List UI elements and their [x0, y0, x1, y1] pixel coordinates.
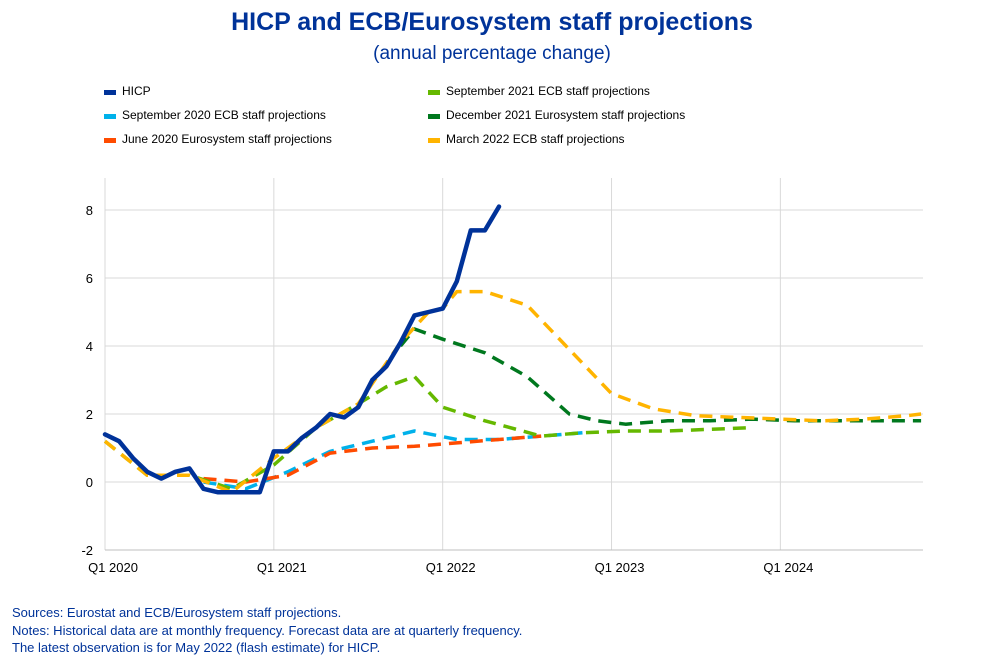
sources-note: Sources: Eurostat and ECB/Eurosystem sta… [12, 605, 342, 620]
legend-label: September 2020 ECB staff projections [122, 108, 326, 122]
legend-label: September 2021 ECB staff projections [446, 84, 650, 98]
x-tick-label: Q1 2024 [763, 560, 813, 575]
series-line-december-2021-eurosystem-staff-projections [399, 327, 922, 426]
legend-item-jun2020: June 2020 Eurosystem staff projections [104, 132, 332, 146]
footnotes: Sources: Eurostat and ECB/Eurosystem sta… [12, 604, 522, 657]
y-tick-label: 4 [86, 339, 93, 354]
series-line-hicp [102, 204, 502, 495]
legend-swatch [104, 138, 116, 143]
line-chart: -2 0 2 4 6 8 Q1 2020 Q1 2021 Q1 2022 Q1 2023 Q1 20… [81, 178, 923, 575]
chart-subtitle: (annual percentage change) [373, 43, 611, 64]
x-tick-label: Q1 2022 [426, 560, 476, 575]
y-tick-label: 6 [86, 271, 93, 286]
chart-title: HICP and ECB/Eurosystem staff projection… [231, 8, 753, 36]
series-line-june-2020-eurosystem-staff-projections [203, 434, 542, 484]
legend-swatch [428, 114, 440, 119]
y-tick-label: 2 [86, 407, 93, 422]
latest-observation-note: The latest observation is for May 2022 (… [12, 640, 381, 655]
legend-swatch [104, 90, 116, 95]
legend-swatch [428, 138, 440, 143]
legend-label: March 2022 ECB staff projections [446, 132, 625, 146]
legend-label: HICP [122, 84, 151, 98]
legend-item-dec2021: December 2021 Eurosystem staff projectio… [428, 108, 685, 122]
x-tick-label: Q1 2021 [257, 560, 307, 575]
legend-item-hicp: HICP [104, 84, 151, 98]
legend-swatch [428, 90, 440, 95]
legend: HICP September 2020 ECB staff projection… [104, 84, 824, 159]
series-line-march-2022-ecb-staff-projections [103, 289, 922, 494]
x-tick-label: Q1 2020 [88, 560, 138, 575]
series-line-september-2021-ecb-staff-projections [103, 374, 753, 491]
legend-label: December 2021 Eurosystem staff projectio… [446, 108, 686, 122]
y-tick-label: 0 [86, 475, 93, 490]
grid [104, 178, 923, 550]
y-tick-label: 8 [86, 203, 93, 218]
legend-item-mar2022: March 2022 ECB staff projections [428, 132, 625, 146]
series-lines [102, 204, 922, 495]
legend-item-sep2020: September 2020 ECB staff projections [104, 108, 326, 122]
legend-item-sep2021: September 2021 ECB staff projections [428, 84, 650, 98]
legend-label: June 2020 Eurosystem staff projections [122, 132, 332, 146]
series-line-september-2020-ecb-staff-projections [203, 429, 584, 491]
x-tick-label: Q1 2023 [595, 560, 645, 575]
y-tick-label: -2 [81, 543, 93, 558]
axes: -2 0 2 4 6 8 Q1 2020 Q1 2021 Q1 2022 Q1 2023 Q1 20… [81, 203, 923, 575]
notes-note: Notes: Historical data are at monthly fr… [12, 622, 523, 638]
legend-swatch [104, 114, 116, 119]
